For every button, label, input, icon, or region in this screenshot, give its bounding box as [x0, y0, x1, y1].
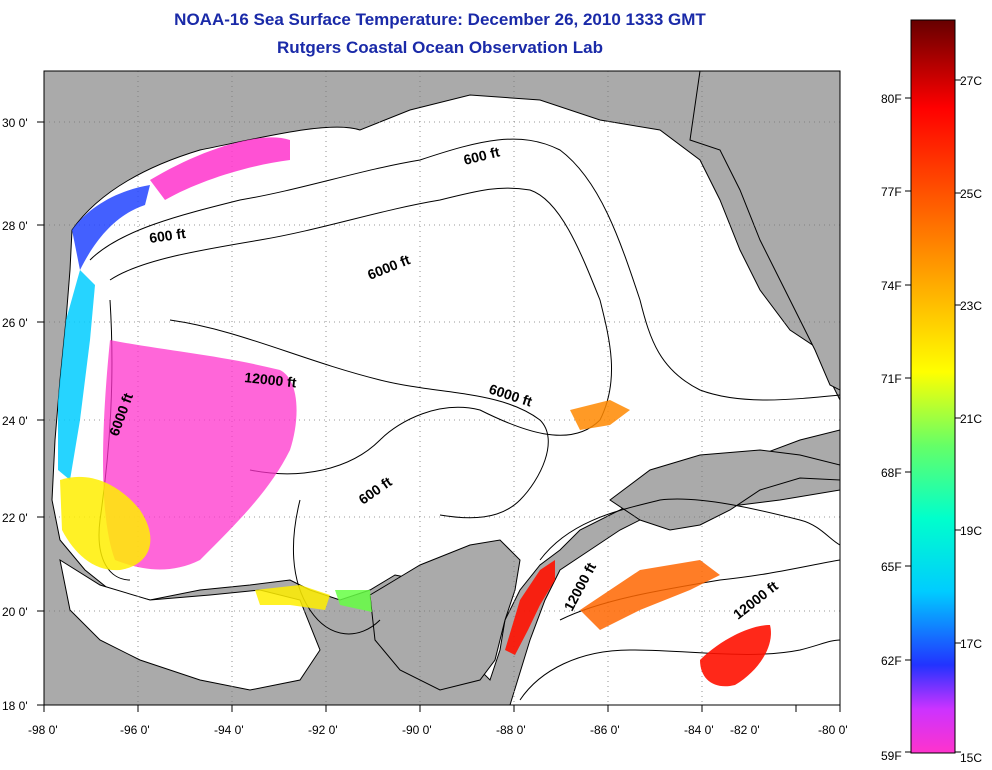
lon-tick-label: -94 0' — [214, 723, 244, 737]
sst-patch-orange-caribbean — [580, 560, 720, 630]
lat-tick-label: 24 0' — [2, 414, 28, 428]
sst-patch-yellow-campeche — [255, 585, 330, 610]
sst-patch-yellow-west — [60, 476, 151, 571]
colorbar-c-label: 23C — [960, 299, 982, 313]
lat-tick-label: 26 0' — [2, 316, 28, 330]
lon-tick-label: -96 0' — [120, 723, 150, 737]
sst-patch-coast-blue — [72, 185, 150, 270]
lat-tick-label: 22 0' — [2, 511, 28, 525]
lon-tick-label: -82 0' — [730, 723, 760, 737]
cuba-island — [609, 449, 840, 531]
lat-tick-label: 20 0' — [2, 605, 28, 619]
colorbar-c-label: 27C — [960, 74, 982, 88]
colorbar-f-label: 65F — [881, 560, 902, 574]
colorbar-c-label: 15C — [960, 751, 982, 765]
colorbar-celsius-labels: 27C 25C 23C 21C 19C 17C 15C — [960, 74, 982, 765]
sst-patch-coast-cyan — [58, 270, 95, 480]
lon-tick-labels: -98 0' -96 0' -94 0' -92 0' -90 0' -88 0… — [28, 723, 848, 737]
lon-tick-label: -84 0' — [684, 723, 714, 737]
map-frame — [43, 70, 841, 706]
colorbar-ticks — [905, 79, 961, 753]
colorbar-f-label: 80F — [881, 92, 902, 106]
lon-tick-label: -80 0' — [818, 723, 848, 737]
contour-label: 600 ft — [148, 225, 187, 246]
sst-data — [58, 137, 771, 687]
colorbar-fahrenheit-labels: 80F 77F 74F 71F 68F 65F 62F 59F — [881, 92, 902, 763]
map-subtitle: Rutgers Coastal Ocean Observation Lab — [277, 38, 603, 57]
colorbar-f-label: 62F — [881, 654, 902, 668]
sst-patch-red-caribbean — [700, 625, 771, 687]
campeche-water — [59, 558, 321, 691]
colorbar-c-label: 17C — [960, 637, 982, 651]
colorbar-f-label: 74F — [881, 279, 902, 293]
colorbar-c-label: 19C — [960, 524, 982, 538]
sst-patch-cold-coast — [150, 137, 290, 200]
lon-tick-label: -90 0' — [402, 723, 432, 737]
sst-patch-orange-east — [570, 400, 630, 430]
lon-tick-label: -86 0' — [590, 723, 620, 737]
colorbar-c-label: 25C — [960, 187, 982, 201]
lat-tick-label: 30 0' — [2, 116, 28, 130]
florida-peninsula — [689, 71, 840, 391]
lon-tick-label: -88 0' — [496, 723, 526, 737]
sst-patch-pink-west — [103, 340, 297, 570]
lon-tick-label: -92 0' — [308, 723, 338, 737]
map-title: NOAA-16 Sea Surface Temperature: Decembe… — [174, 10, 706, 29]
contour-label: 12000 ft — [244, 369, 298, 390]
colorbar-f-label: 77F — [881, 185, 902, 199]
lat-tick-label: 18 0' — [2, 699, 28, 713]
lat-lon-grid — [44, 71, 840, 705]
colorbar-f-label: 71F — [881, 372, 902, 386]
yucatan-peninsula — [369, 539, 521, 691]
sst-patch-red-yucatan — [505, 560, 555, 655]
colorbar-c-label: 21C — [960, 412, 982, 426]
colorbar — [910, 19, 956, 754]
lon-tick-label: -98 0' — [28, 723, 58, 737]
lat-tick-label: 28 0' — [2, 219, 28, 233]
sst-patch-green-campeche — [335, 590, 372, 612]
colorbar-f-label: 68F — [881, 466, 902, 480]
axis-ticks — [37, 121, 841, 712]
colorbar-f-label: 59F — [881, 749, 902, 763]
lat-tick-labels: 18 0' 20 0' 22 0' 24 0' 26 0' 28 0' 30 0… — [2, 116, 28, 713]
